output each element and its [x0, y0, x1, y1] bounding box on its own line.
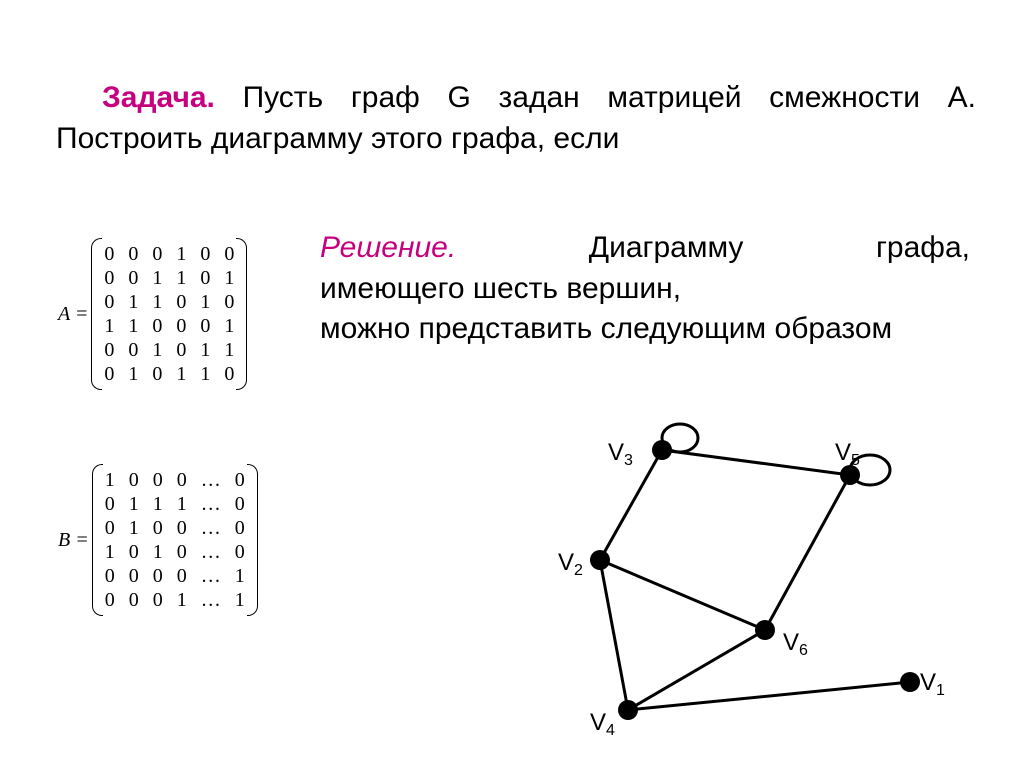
matrix-cell: 1 [169, 266, 193, 290]
matrix-cell: … [194, 588, 228, 612]
graph-node [755, 620, 775, 640]
matrix-cell: … [194, 468, 228, 492]
matrix-A-body: 000100001101011010110001001011010110 [97, 242, 241, 386]
matrix-cell: 0 [145, 314, 169, 338]
matrix-cell: 0 [169, 338, 193, 362]
matrix-cell: 0 [193, 266, 217, 290]
solution-line1: Диаграмму графа, [456, 231, 970, 264]
graph-node-label: V1 [920, 669, 945, 699]
matrix-cell: 1 [193, 290, 217, 314]
graph-node [618, 700, 638, 720]
matrix-cell: 0 [121, 242, 145, 266]
matrix-cell: 1 [169, 242, 193, 266]
problem-statement: Задача. Пусть граф G задан матрицей смеж… [56, 78, 976, 159]
matrix-cell: 1 [122, 492, 146, 516]
graph-node [652, 440, 672, 460]
matrix-A: A = 000100001101011010110001001011010110 [58, 242, 241, 386]
matrix-A-label: A = [58, 303, 88, 326]
matrix-cell: 0 [146, 588, 170, 612]
matrix-cell: 1 [170, 588, 194, 612]
matrix-cell: 0 [170, 540, 194, 564]
matrix-cell: 0 [145, 242, 169, 266]
matrix-cell: 0 [121, 338, 145, 362]
matrix-cell: 0 [170, 564, 194, 588]
matrix-cell: 0 [193, 314, 217, 338]
matrix-cell: 0 [146, 564, 170, 588]
graph-edge [600, 560, 628, 710]
matrix-cell: 0 [169, 290, 193, 314]
matrix-cell: 0 [193, 242, 217, 266]
matrix-cell: 0 [122, 468, 146, 492]
matrix-cell: 0 [170, 516, 194, 540]
graph-edge [662, 450, 850, 475]
matrix-cell: 1 [121, 290, 145, 314]
matrix-cell: 1 [193, 338, 217, 362]
graph-node-label: V2 [558, 549, 583, 579]
graph-node-label: V5 [835, 439, 860, 469]
matrix-cell: 0 [122, 588, 146, 612]
matrix-cell: 1 [146, 492, 170, 516]
matrix-cell: 1 [145, 338, 169, 362]
solution-text: Решение. Диаграмму графа, имеющего шесть… [320, 228, 970, 350]
matrix-cell: … [194, 540, 228, 564]
graph-node-label: V4 [590, 709, 615, 739]
matrix-cell: 1 [121, 314, 145, 338]
graph-node [590, 550, 610, 570]
matrix-cell: 1 [193, 362, 217, 386]
matrix-cell: 0 [169, 314, 193, 338]
matrix-cell: 0 [146, 468, 170, 492]
matrix-B-label: B = [58, 529, 89, 552]
matrix-cell: 0 [170, 468, 194, 492]
matrix-cell: 1 [169, 362, 193, 386]
matrix-cell: 0 [121, 266, 145, 290]
matrix-cell: 0 [145, 362, 169, 386]
graph-edge [600, 560, 765, 630]
matrix-cell: 0 [146, 516, 170, 540]
graph-node [900, 672, 920, 692]
graph-node-label: V6 [783, 629, 808, 659]
matrix-cell: 1 [121, 362, 145, 386]
matrix-cell: 0 [122, 540, 146, 564]
matrix-B-body: 1000…00111…00100…01010…00000…10001…1 [98, 468, 252, 612]
solution-line2: имеющего шесть вершин, [320, 269, 970, 310]
matrix-cell: 1 [146, 540, 170, 564]
matrix-cell: 0 [122, 564, 146, 588]
matrix-cell: … [194, 564, 228, 588]
graph-diagram: V1 V2 V3 V4 V5 V6 [500, 420, 980, 750]
graph-node-label: V3 [608, 439, 633, 469]
graph-edge [765, 475, 850, 630]
matrix-cell: 1 [122, 516, 146, 540]
solution-label: Решение. [320, 231, 456, 264]
matrix-cell: … [194, 516, 228, 540]
matrix-cell: 1 [170, 492, 194, 516]
matrix-cell: 1 [145, 266, 169, 290]
matrix-B: B = 1000…00111…00100…01010…00000…10001…1 [58, 468, 252, 612]
task-label: Задача. [102, 81, 215, 114]
matrix-cell: … [194, 492, 228, 516]
solution-line3: можно представить следующим образом [320, 309, 970, 350]
matrix-cell: 1 [145, 290, 169, 314]
